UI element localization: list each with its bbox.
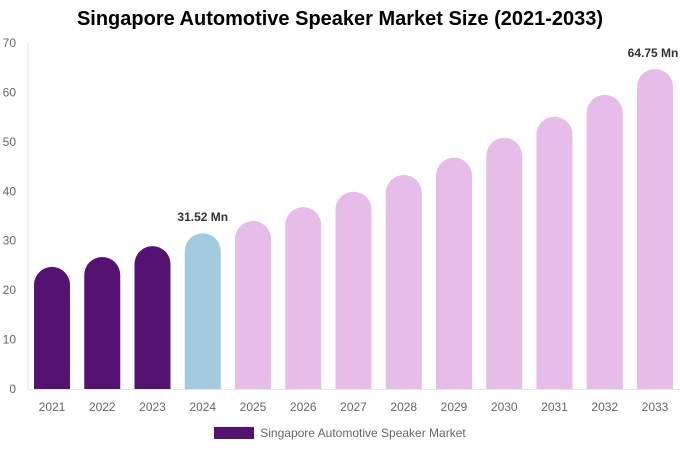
bar-2021	[34, 266, 70, 389]
legend-label: Singapore Automotive Speaker Market	[260, 426, 466, 440]
data-label: 64.75 Mn	[628, 46, 679, 60]
bar-2031	[536, 116, 573, 390]
x-tick-label: 2031	[541, 400, 568, 414]
x-tick-label: 2026	[290, 400, 317, 414]
bar-2027	[335, 191, 372, 389]
bar-2022	[84, 257, 121, 389]
y-tick-label: 60	[3, 85, 17, 99]
y-tick-label: 0	[9, 382, 16, 396]
bar-2024	[184, 233, 221, 389]
chart-title: Singapore Automotive Speaker Market Size…	[76, 8, 604, 30]
bar-2025	[235, 220, 271, 389]
y-tick-label: 40	[3, 184, 17, 198]
data-label: 31.52 Mn	[177, 210, 228, 224]
bar-2023	[134, 246, 171, 389]
x-tick-label: 2030	[491, 400, 518, 414]
bar-2028	[385, 174, 422, 389]
y-tick-label: 10	[3, 333, 17, 347]
x-tick-label: 2024	[189, 400, 216, 414]
bar-2032	[586, 94, 623, 389]
legend-swatch	[214, 427, 255, 439]
x-tick-label: 2021	[39, 400, 66, 414]
x-tick-label: 2028	[390, 400, 417, 414]
legend: Singapore Automotive Speaker Market	[0, 426, 680, 440]
x-tick-label: 2022	[89, 400, 116, 414]
y-tick-label: 50	[3, 135, 17, 149]
x-tick-label: 2033	[642, 400, 669, 414]
bar-2030	[486, 137, 523, 389]
bar-2026	[285, 207, 322, 389]
x-tick-label: 2027	[340, 400, 367, 414]
y-tick-label: 70	[3, 36, 17, 50]
x-tick-label: 2025	[240, 400, 267, 414]
x-tick-label: 2029	[441, 400, 468, 414]
x-tick-label: 2032	[591, 400, 618, 414]
x-tick-label: 2023	[139, 400, 166, 414]
bar-2029	[436, 157, 472, 389]
bar-2033	[637, 68, 673, 389]
y-tick-label: 20	[3, 283, 17, 297]
y-tick-label: 30	[3, 234, 17, 248]
